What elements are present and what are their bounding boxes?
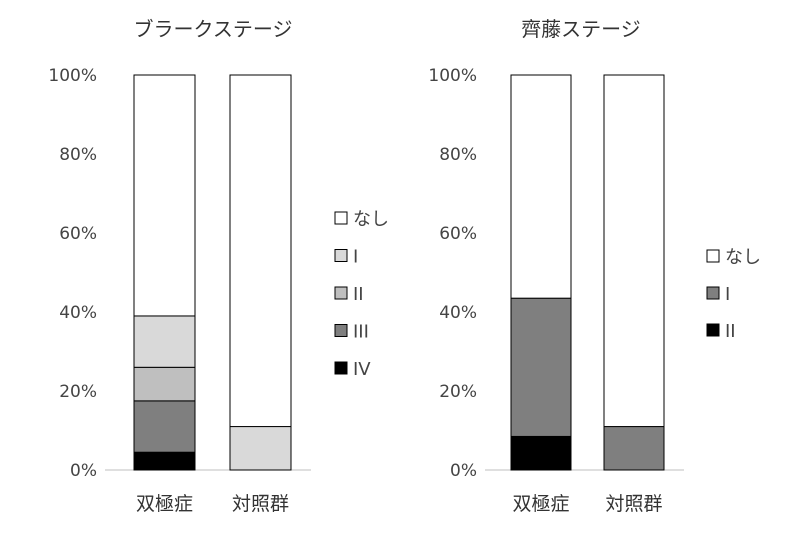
y-tick-label: 60% <box>59 224 97 244</box>
legend-swatch <box>334 361 348 375</box>
bar-segment <box>229 74 292 428</box>
legend-label: II <box>353 284 364 305</box>
y-tick-label: 40% <box>59 303 97 323</box>
bar-segment <box>603 426 665 471</box>
legend-swatch <box>334 286 348 300</box>
legend-label: なし <box>353 209 389 230</box>
legend-label: II <box>725 321 736 342</box>
y-tick-label: 60% <box>439 224 477 244</box>
bar-segment <box>229 426 292 471</box>
y-tick-label: 80% <box>439 145 477 165</box>
legend-label: なし <box>725 247 761 268</box>
bar-segment <box>133 74 196 317</box>
y-tick-label: 20% <box>439 382 477 402</box>
bar-segment <box>510 74 572 299</box>
y-tick-label: 40% <box>439 303 477 323</box>
chart-title: 齊藤ステージ <box>521 17 641 41</box>
y-tick-label: 0% <box>450 461 477 481</box>
legend-swatch <box>706 323 720 337</box>
chart-braak-stage: ブラークステージ 0%20%40%60%80%100%双極症 対照群なしIIIII… <box>48 17 389 515</box>
y-tick-label: 100% <box>48 66 97 86</box>
bar-segment <box>133 400 196 453</box>
bar-segment <box>510 297 572 437</box>
y-tick-label: 0% <box>70 461 97 481</box>
legend-label: IV <box>353 359 371 380</box>
bar-segment <box>133 366 196 402</box>
category-label: 双極症 <box>512 493 569 515</box>
bar-segment <box>510 435 572 471</box>
legend-label: I <box>725 284 730 305</box>
bar-segment <box>603 74 665 428</box>
legend-swatch <box>334 324 348 337</box>
y-tick-label: 100% <box>428 66 477 86</box>
chart-title: ブラークステージ <box>134 17 293 41</box>
legend-swatch <box>334 249 348 262</box>
category-label: 双極症 <box>136 493 193 515</box>
category-label: 対照群 <box>232 493 289 515</box>
legend-swatch <box>334 211 348 225</box>
legend-label: I <box>353 247 358 268</box>
category-label: 対照群 <box>605 493 662 515</box>
y-tick-label: 20% <box>59 382 97 402</box>
bar-segment <box>133 451 196 471</box>
bar-segment <box>133 315 196 368</box>
legend-label: III <box>353 322 369 343</box>
legend-swatch <box>706 249 720 263</box>
y-tick-label: 80% <box>59 145 97 165</box>
legend-swatch <box>706 286 720 300</box>
